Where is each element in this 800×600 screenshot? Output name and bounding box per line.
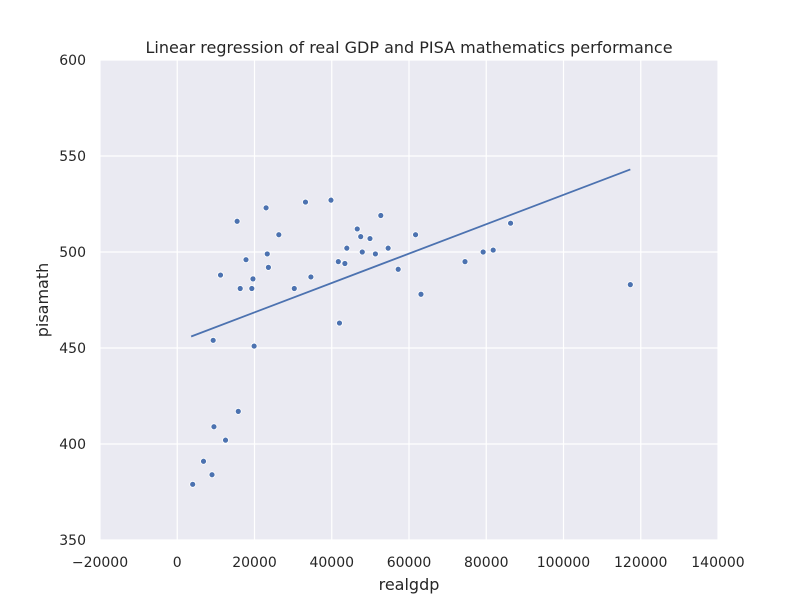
x-tick-label: 40000 bbox=[309, 555, 354, 571]
data-point bbox=[336, 319, 343, 327]
data-point bbox=[358, 248, 366, 256]
x-tick-label: 60000 bbox=[387, 555, 432, 571]
data-point bbox=[341, 260, 349, 267]
data-point bbox=[209, 336, 217, 344]
y-tick-label: 350 bbox=[59, 533, 86, 549]
data-point bbox=[461, 258, 469, 266]
y-tick-label: 600 bbox=[59, 53, 86, 69]
data-point bbox=[417, 290, 425, 298]
y-tick-label: 400 bbox=[59, 437, 86, 453]
data-point bbox=[353, 225, 361, 233]
data-point bbox=[222, 436, 229, 444]
regression-line bbox=[190, 168, 631, 338]
y-tick-label: 550 bbox=[59, 149, 86, 165]
data-point bbox=[377, 212, 385, 219]
data-point bbox=[275, 231, 283, 239]
data-point bbox=[357, 233, 365, 241]
data-point bbox=[334, 258, 342, 266]
data-points bbox=[189, 196, 634, 488]
data-point bbox=[234, 407, 242, 415]
chart-title: Linear regression of real GDP and PISA m… bbox=[145, 38, 672, 57]
x-tick-label: 120000 bbox=[614, 555, 667, 571]
data-point bbox=[217, 271, 224, 279]
data-point bbox=[343, 244, 351, 252]
data-point bbox=[263, 250, 271, 258]
data-point bbox=[233, 217, 241, 225]
data-point bbox=[302, 198, 309, 206]
data-point bbox=[371, 250, 379, 258]
data-point bbox=[200, 457, 207, 465]
data-point bbox=[248, 285, 256, 292]
x-tick-label: −20000 bbox=[72, 555, 128, 571]
data-point bbox=[507, 219, 514, 227]
data-point bbox=[208, 471, 216, 479]
data-point bbox=[189, 480, 197, 488]
data-point bbox=[327, 196, 335, 204]
data-point bbox=[307, 273, 315, 281]
data-point bbox=[394, 265, 402, 273]
data-point bbox=[366, 235, 374, 242]
data-point bbox=[262, 204, 270, 212]
x-tick-label: 80000 bbox=[464, 555, 509, 571]
data-point bbox=[236, 285, 244, 292]
data-point bbox=[626, 281, 634, 289]
grid-lines bbox=[99, 59, 719, 541]
x-tick-label: 100000 bbox=[537, 555, 590, 571]
x-tick-labels: −20000 0 20000 40000 60000 80000 100000 120000 1… bbox=[72, 555, 745, 571]
data-point bbox=[250, 342, 258, 350]
data-point bbox=[479, 248, 487, 256]
data-point bbox=[210, 423, 218, 431]
x-axis-label: realgdp bbox=[379, 575, 440, 594]
x-tick-label: 20000 bbox=[232, 555, 277, 571]
y-axis-label: pisamath bbox=[33, 263, 52, 338]
y-tick-label: 450 bbox=[59, 341, 86, 357]
data-point bbox=[249, 275, 257, 283]
data-point bbox=[384, 244, 392, 252]
y-tick-label: 500 bbox=[59, 245, 86, 261]
data-point bbox=[412, 231, 419, 239]
data-point bbox=[242, 256, 250, 264]
data-point bbox=[265, 263, 272, 271]
y-tick-labels: 350 400 450 500 550 600 bbox=[59, 53, 86, 549]
regression-line-layer bbox=[190, 168, 631, 338]
data-point bbox=[489, 246, 497, 254]
data-point bbox=[290, 285, 298, 292]
x-tick-label: 0 bbox=[173, 555, 182, 571]
x-tick-label: 140000 bbox=[691, 555, 744, 571]
